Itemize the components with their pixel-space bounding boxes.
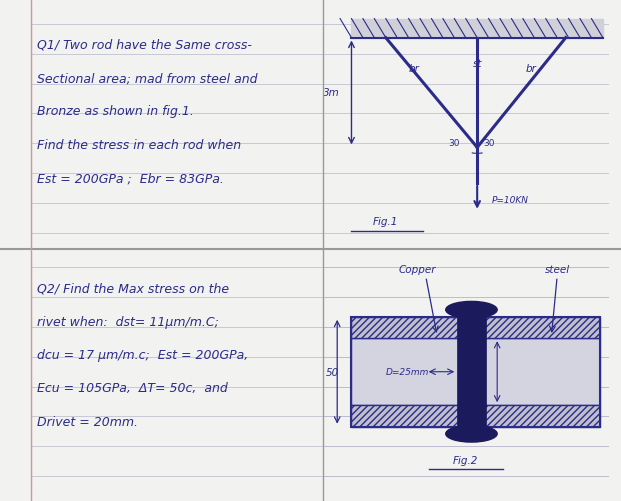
Text: dcu = 17 μm/m.c;  Est = 200GPa,: dcu = 17 μm/m.c; Est = 200GPa,: [37, 348, 248, 361]
Text: Copper: Copper: [399, 264, 436, 274]
Text: Q2/ Find the Max stress on the: Q2/ Find the Max stress on the: [37, 282, 229, 295]
Text: Find the stress in each rod when: Find the stress in each rod when: [37, 138, 241, 151]
Text: steel: steel: [545, 264, 569, 274]
Text: br: br: [526, 64, 537, 74]
Text: P=10KN: P=10KN: [491, 196, 528, 205]
Text: Q1/ Two rod have the Same cross-: Q1/ Two rod have the Same cross-: [37, 39, 252, 52]
Text: st: st: [473, 59, 482, 69]
Text: Ecu = 105GPa,  ΔT= 50c,  and: Ecu = 105GPa, ΔT= 50c, and: [37, 382, 228, 394]
Ellipse shape: [446, 425, 497, 442]
Text: br: br: [409, 64, 420, 74]
Text: Fig.2: Fig.2: [453, 455, 478, 465]
Text: 3m: 3m: [323, 88, 340, 98]
Text: Sectional area; mad from steel and: Sectional area; mad from steel and: [37, 72, 257, 85]
Text: Fig.1: Fig.1: [373, 216, 399, 226]
Text: 30: 30: [483, 138, 494, 147]
Bar: [351, 317, 600, 427]
Text: rivet when:  dst= 11μm/m.C;: rivet when: dst= 11μm/m.C;: [37, 315, 219, 328]
Text: Est = 200GPa ;  Ebr = 83GPa.: Est = 200GPa ; Ebr = 83GPa.: [37, 172, 224, 185]
Text: Drivet = 20mm.: Drivet = 20mm.: [37, 415, 138, 428]
Text: 30: 30: [448, 138, 460, 147]
Bar: [351, 405, 600, 427]
Text: D=25mm: D=25mm: [386, 368, 429, 376]
Bar: [351, 339, 600, 405]
Text: Bronze as shown in fig.1.: Bronze as shown in fig.1.: [37, 105, 194, 118]
Bar: [457, 310, 486, 434]
Bar: [351, 317, 600, 339]
Ellipse shape: [446, 302, 497, 319]
Text: 50: 50: [326, 367, 339, 377]
